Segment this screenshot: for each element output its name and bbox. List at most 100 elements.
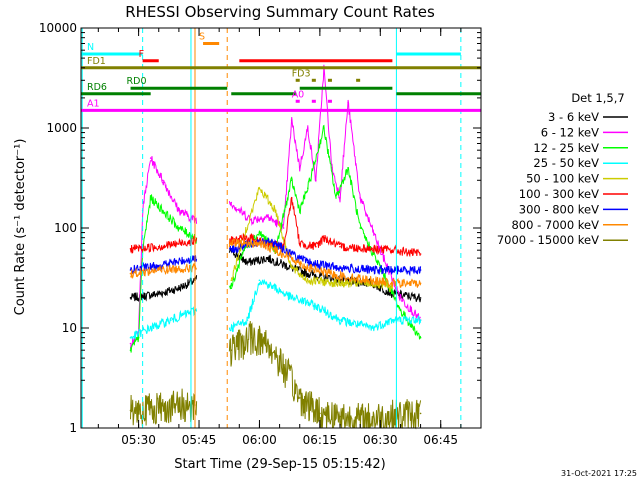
series-6-12-kev-point-14 — [307, 127, 309, 129]
series-25-50-kev-point-5 — [246, 319, 249, 321]
series-100-300-kev-point-5 — [250, 236, 253, 239]
x-tick-label-5: 06:45 — [423, 433, 458, 447]
legend-label-8: 7000 - 15000 keV — [497, 233, 599, 247]
series-800-7000-kev-line — [130, 237, 422, 289]
flag-a0-label: A0 — [292, 89, 305, 100]
y-tick-label-2: 100 — [54, 221, 77, 235]
series-50-100-kev-point-0 — [230, 279, 233, 282]
series-12-25-kev-point-14 — [323, 127, 325, 129]
series-7000-15000-kev-point-8 — [319, 412, 321, 415]
series-300-800-kev-point-7 — [307, 261, 309, 264]
series-6-12-kev-point-22 — [399, 297, 402, 299]
series-6-12-kev-point-13 — [298, 167, 301, 169]
series-50-100-kev-point-6 — [339, 282, 341, 285]
series-25-50-kev-point-12 — [371, 327, 374, 329]
flag-n: N — [81, 42, 461, 56]
series-50-100-kev-line — [230, 186, 393, 293]
series-800-7000-kev-point-4 — [258, 242, 261, 245]
series-7000-15000-kev — [129, 321, 422, 430]
series-25-50-kev-point-6 — [258, 279, 261, 282]
series-300-800-kev-point-11 — [419, 269, 422, 271]
x-tick-label-0: 05:30 — [121, 433, 156, 447]
series-800-7000-kev-point-10 — [391, 282, 394, 285]
flag-fd1-label: FD1 — [87, 56, 106, 67]
legend-title: Det 1,5,7 — [571, 91, 624, 105]
series-50-100-kev-point-2 — [258, 187, 261, 189]
axes: 1 10 100 1000 10000 05:30 05:45 06:00 06:15 06:30… — [39, 21, 482, 447]
series-300-800-kev-point-9 — [371, 269, 374, 271]
series-300-800-kev-point-8 — [339, 267, 341, 269]
legend-label-3: 25 - 50 keV — [533, 156, 599, 170]
series-12-25-kev-point-7 — [230, 287, 233, 290]
series-12-25-kev-point-17 — [359, 227, 362, 229]
series-7000-15000-kev-point-12 — [419, 412, 422, 415]
series-50-100-kev-point-3 — [274, 209, 277, 212]
legend-label-6: 300 - 800 keV — [519, 202, 599, 216]
series-100-300-kev-point-1 — [157, 245, 160, 248]
series-50-100-kev-point-4 — [290, 267, 293, 269]
legend-label-5: 100 - 300 keV — [519, 187, 599, 201]
series-12-25-kev-point-13 — [307, 187, 309, 189]
series-7000-15000-kev-line — [130, 321, 422, 430]
flag-fd3: FD3 — [292, 68, 361, 82]
series-6-12-kev-point-0 — [129, 342, 132, 345]
legend-label-2: 12 - 25 keV — [533, 141, 599, 155]
series-7000-15000-kev-point-0 — [129, 409, 132, 412]
series-300-800-kev-point-1 — [157, 264, 160, 267]
series-800-7000-kev-point-3 — [230, 242, 233, 245]
series-6-12-kev-line — [130, 64, 421, 348]
series-3-6-kev-point-5 — [246, 261, 249, 264]
series-100-300-kev-point-8 — [290, 197, 293, 199]
flag-rd0: RD0 — [127, 76, 393, 90]
flag-f-label: F — [139, 49, 144, 60]
series-300-800-kev-point-0 — [129, 269, 132, 271]
series-25-50-kev-point-8 — [290, 297, 293, 299]
series-6-12-kev-point-19 — [347, 101, 349, 104]
series-6-12-kev-point-15 — [315, 179, 317, 182]
series-12-25-kev-point-4 — [162, 209, 164, 212]
flag-a1: A1 — [81, 98, 481, 112]
series-800-7000-kev-point-6 — [290, 257, 293, 259]
series-12-25-kev-point-1 — [137, 336, 140, 339]
series-25-50-kev-point-13 — [391, 319, 394, 321]
series-100-300-kev-point-13 — [371, 248, 374, 250]
series-100-300-kev-point-12 — [339, 245, 341, 248]
series-800-7000-kev — [129, 237, 422, 289]
series-6-12-kev-point-10 — [266, 215, 269, 218]
flag-s: S — [199, 31, 220, 45]
series-3-6-kev-point-0 — [129, 297, 132, 299]
series-7000-15000-kev-point-10 — [359, 419, 362, 421]
series-7000-15000-kev-point-5 — [266, 342, 269, 345]
series-800-7000-kev-point-5 — [274, 249, 277, 251]
series-7000-15000-kev-point-6 — [282, 367, 285, 369]
series-3-6-kev-point-1 — [157, 293, 160, 295]
series-layer — [129, 64, 422, 430]
flag-a1-label: A1 — [87, 98, 100, 109]
series-800-7000-kev-point-9 — [371, 279, 374, 282]
series-6-12-kev-point-11 — [282, 227, 285, 229]
series-6-12-kev-point-5 — [178, 209, 180, 212]
series-6-12-kev-point-12 — [290, 119, 293, 121]
series-300-800-kev-point-10 — [391, 269, 394, 271]
series-800-7000-kev-point-11 — [419, 282, 422, 285]
flag-n-label: N — [87, 42, 94, 53]
series-6-12-kev-point-18 — [339, 197, 341, 199]
flag-rd6: RD6 — [81, 82, 481, 96]
y-axis-label: Count Rate (s⁻¹ detector⁻¹) — [13, 139, 28, 316]
timestamp: 31-Oct-2021 17:25 — [561, 469, 637, 478]
series-800-7000-kev-point-8 — [339, 275, 341, 277]
series-300-800-kev-point-3 — [230, 249, 233, 251]
series-3-6-kev-point-8 — [307, 272, 309, 275]
series-6-12-kev-point-4 — [162, 179, 164, 182]
series-25-50-kev-point-1 — [149, 327, 152, 329]
x-tick-label-3: 06:15 — [303, 433, 338, 447]
series-7000-15000-kev-point-9 — [339, 415, 341, 418]
series-25-50-kev-point-9 — [307, 301, 309, 304]
flag-rd0-label: RD0 — [127, 76, 147, 87]
x-axis-label: Start Time (29-Sep-15 05:15:42) — [174, 457, 385, 472]
y-tick-label-3: 1000 — [46, 121, 77, 135]
flag-rd6-label: RD6 — [87, 82, 107, 93]
series-25-50-kev-point-10 — [323, 309, 325, 312]
series-12-25-kev-point-11 — [290, 179, 293, 182]
